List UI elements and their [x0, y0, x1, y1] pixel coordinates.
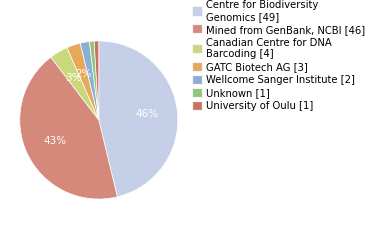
Wedge shape — [99, 41, 178, 197]
Text: 3%: 3% — [66, 73, 82, 83]
Wedge shape — [89, 41, 99, 120]
Wedge shape — [94, 41, 99, 120]
Wedge shape — [80, 42, 99, 120]
Wedge shape — [67, 43, 99, 120]
Text: 46%: 46% — [136, 109, 159, 119]
Wedge shape — [51, 48, 99, 120]
Wedge shape — [20, 57, 117, 199]
Text: 43%: 43% — [43, 136, 66, 146]
Legend: Centre for Biodiversity
Genomics [49], Mined from GenBank, NCBI [46], Canadian C: Centre for Biodiversity Genomics [49], M… — [193, 0, 366, 111]
Text: 2%: 2% — [75, 69, 91, 78]
